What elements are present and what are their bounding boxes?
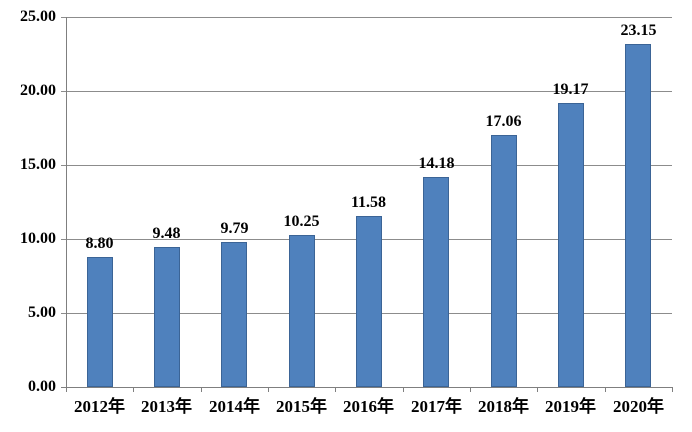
- x-category-label: 2013年: [141, 397, 192, 416]
- gridline: [61, 17, 672, 18]
- y-tick-label: 10.00: [20, 230, 56, 247]
- x-axis-tick: [201, 387, 202, 392]
- bar: [423, 177, 449, 387]
- x-category-label: 2016年: [343, 397, 394, 416]
- x-axis-tick: [268, 387, 269, 392]
- bar-value-label: 23.15: [620, 22, 657, 39]
- x-category-label: 2014年: [209, 397, 260, 416]
- bar-value-label: 17.06: [485, 113, 522, 130]
- x-category-label: 2019年: [545, 397, 596, 416]
- x-axis-tick: [133, 387, 134, 392]
- bar: [154, 247, 180, 387]
- bar-value-label: 9.48: [152, 225, 181, 242]
- bar-value-label: 9.79: [220, 220, 249, 237]
- y-tick-label: 15.00: [20, 156, 56, 173]
- bar: [87, 257, 113, 387]
- x-category-label: 2020年: [613, 397, 664, 416]
- bar: [625, 44, 651, 387]
- x-axis-tick: [605, 387, 606, 392]
- bar: [356, 216, 382, 387]
- bar-value-label: 10.25: [283, 213, 320, 230]
- x-category-label: 2018年: [478, 397, 529, 416]
- y-tick-label: 5.00: [28, 304, 56, 321]
- bar: [289, 235, 315, 387]
- gridline: [61, 91, 672, 92]
- y-tick-label: 25.00: [20, 8, 56, 25]
- x-axis-tick: [470, 387, 471, 392]
- x-axis-tick: [672, 387, 673, 392]
- bar-value-label: 19.17: [552, 81, 589, 98]
- bar-value-label: 8.80: [85, 235, 114, 252]
- bar: [491, 135, 517, 387]
- x-axis-tick: [335, 387, 336, 392]
- y-axis-line: [66, 17, 67, 388]
- bar-value-label: 11.58: [350, 194, 387, 211]
- x-category-label: 2015年: [276, 397, 327, 416]
- x-axis-line: [61, 387, 672, 388]
- bar: [221, 242, 247, 387]
- x-axis-tick: [66, 387, 67, 392]
- gridline: [61, 165, 672, 166]
- y-tick-label: 20.00: [20, 82, 56, 99]
- x-axis-tick: [537, 387, 538, 392]
- x-category-label: 2017年: [411, 397, 462, 416]
- x-category-label: 2012年: [74, 397, 125, 416]
- bar: [558, 103, 584, 387]
- x-axis-tick: [403, 387, 404, 392]
- y-tick-label: 0.00: [28, 378, 56, 395]
- bar-value-label: 14.18: [418, 155, 455, 172]
